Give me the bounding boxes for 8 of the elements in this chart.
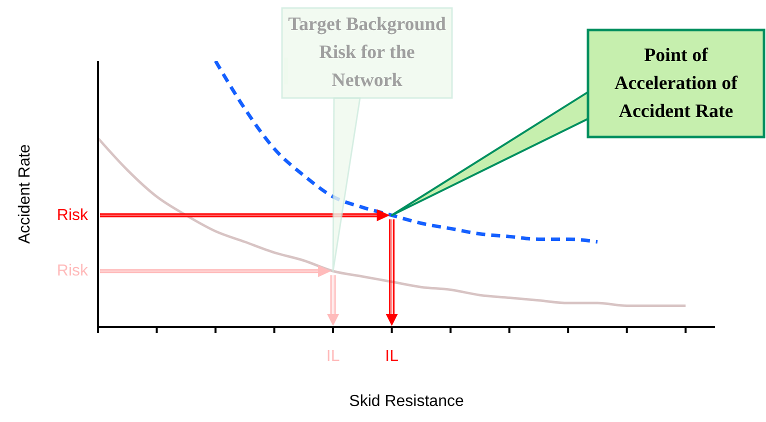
annotation: Point of Acceleration of Accident Rate — [614, 44, 739, 124]
text: IL — [326, 348, 340, 365]
annotation: Target Background Risk for the Network — [287, 13, 447, 93]
y-axis-title: Accident Rate — [16, 144, 34, 244]
ref-line-label: Risk — [56, 206, 89, 224]
x-axis-title: Skid Resistance — [349, 393, 464, 410]
ref-line-label: Risk — [56, 262, 89, 280]
text: IL — [385, 348, 399, 365]
